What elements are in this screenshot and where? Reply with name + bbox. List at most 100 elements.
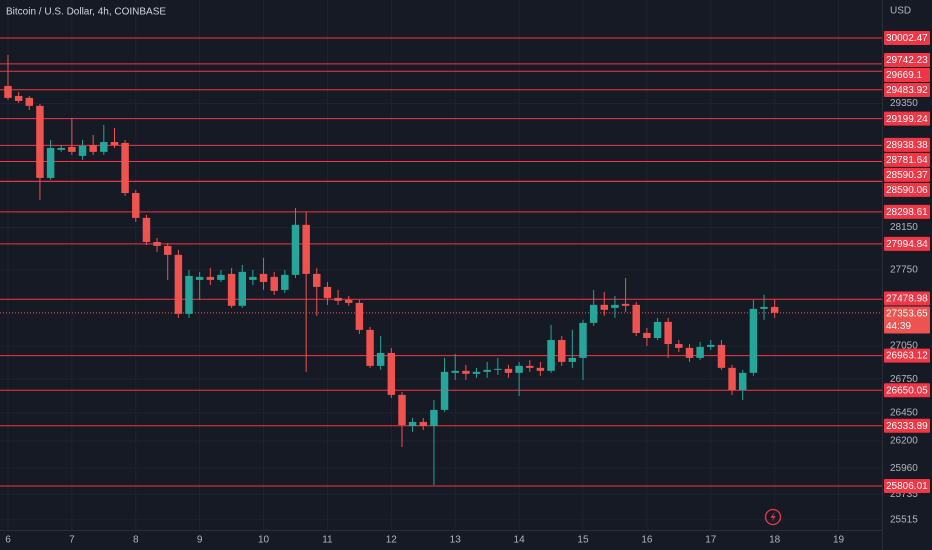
candle-body xyxy=(643,332,651,338)
y-tick-label: 29350 xyxy=(890,98,918,109)
candle-body xyxy=(142,217,151,242)
candle-body xyxy=(685,347,694,358)
x-tick-label: 14 xyxy=(514,535,526,546)
level-label: 26333.89 xyxy=(886,421,928,432)
level-label-box xyxy=(884,30,930,45)
candle-body xyxy=(408,421,417,426)
y-tick-label: 27750 xyxy=(890,265,918,276)
level-label-box xyxy=(884,383,930,398)
candle-body xyxy=(600,304,609,310)
level-label-box xyxy=(884,82,930,97)
level-label-box xyxy=(884,418,930,433)
candle-body xyxy=(728,367,736,390)
candle-body xyxy=(664,321,672,345)
level-label: 28781.64 xyxy=(886,155,928,166)
candle-body xyxy=(355,302,364,330)
candle-body xyxy=(227,273,236,306)
candle-body xyxy=(451,370,459,373)
level-label: 29199.24 xyxy=(886,114,928,125)
y-tick-label: 26450 xyxy=(890,407,918,418)
candle-body xyxy=(653,321,662,338)
levels xyxy=(0,37,882,487)
level-label: 28590.06 xyxy=(886,185,928,196)
candle-body xyxy=(14,95,23,101)
y-tick-label: 25735 xyxy=(890,489,918,500)
candle-body xyxy=(579,322,587,358)
level-label-box xyxy=(884,479,930,494)
alert-icon[interactable] xyxy=(764,508,782,526)
last-price-label: 27353.65 xyxy=(886,309,928,320)
y-tick-label: 26750 xyxy=(890,374,918,385)
level-label-box xyxy=(884,291,930,306)
candle-body xyxy=(398,394,406,425)
candle-body xyxy=(25,97,33,106)
candle-body xyxy=(57,147,65,150)
last-price-box xyxy=(884,306,930,334)
candle-body xyxy=(110,141,119,145)
level-label: 28298.61 xyxy=(886,207,928,218)
candle-body xyxy=(557,339,566,362)
candle-body xyxy=(494,368,502,370)
countdown-label: 44:39 xyxy=(886,321,911,332)
candle-body xyxy=(174,254,183,314)
candle-body xyxy=(89,144,97,152)
candle-body xyxy=(281,274,289,290)
candle-body xyxy=(675,344,683,348)
level-label-box xyxy=(884,137,930,152)
candle-body xyxy=(717,344,726,368)
candle-body xyxy=(132,193,140,218)
level-label-box xyxy=(884,236,930,251)
y-tick-label: 25960 xyxy=(890,463,918,474)
candle-body xyxy=(589,304,598,323)
candle-body xyxy=(547,339,555,371)
candle-body xyxy=(440,371,449,410)
level-label-box xyxy=(884,152,930,167)
x-tick-label: 12 xyxy=(386,535,398,546)
candle-body xyxy=(259,273,268,282)
y-tick-label: 25515 xyxy=(890,514,918,525)
candle-body xyxy=(270,276,278,291)
candle-body xyxy=(611,304,619,308)
x-tick-label: 19 xyxy=(833,535,845,546)
x-tick-label: 7 xyxy=(69,535,75,546)
x-tick-label: 17 xyxy=(705,535,717,546)
candle-body xyxy=(376,352,385,366)
candle-body xyxy=(121,142,129,194)
candle-body xyxy=(153,241,161,246)
x-tick-label: 11 xyxy=(322,535,333,546)
candle-body xyxy=(707,344,715,347)
axes: 29350 28150 27750 27050 26750 26450 26200 25960… xyxy=(5,30,930,546)
level-label-box xyxy=(884,167,930,182)
level-label-box xyxy=(884,52,930,67)
candle-body xyxy=(291,224,300,275)
x-tick-label: 15 xyxy=(577,535,589,546)
candle-body xyxy=(36,105,44,178)
currency-label: USD xyxy=(890,6,911,17)
candle-body xyxy=(100,141,108,152)
candle-body xyxy=(217,274,225,280)
candle-body xyxy=(334,297,342,301)
level-label-box xyxy=(884,348,930,363)
x-tick-label: 9 xyxy=(197,535,203,546)
candle-body xyxy=(323,286,332,298)
candle-body xyxy=(195,276,204,280)
candle-body xyxy=(4,85,12,98)
alert-icon-ring[interactable] xyxy=(764,508,782,526)
candle-body xyxy=(568,357,577,362)
level-label-box xyxy=(884,67,930,82)
candles xyxy=(4,54,779,485)
level-label-box xyxy=(884,182,930,197)
level-label: 28590.37 xyxy=(886,170,928,181)
candle-body xyxy=(249,276,257,280)
level-label: 29483.92 xyxy=(886,85,928,96)
candle-body xyxy=(472,371,481,374)
candle-body xyxy=(68,146,76,152)
y-tick-label: 27050 xyxy=(890,341,918,352)
alert-icon-bolt[interactable] xyxy=(770,512,776,522)
candle-body xyxy=(696,346,704,358)
candle-body xyxy=(78,145,87,156)
candle-body xyxy=(462,370,470,374)
candle-body xyxy=(770,306,779,313)
